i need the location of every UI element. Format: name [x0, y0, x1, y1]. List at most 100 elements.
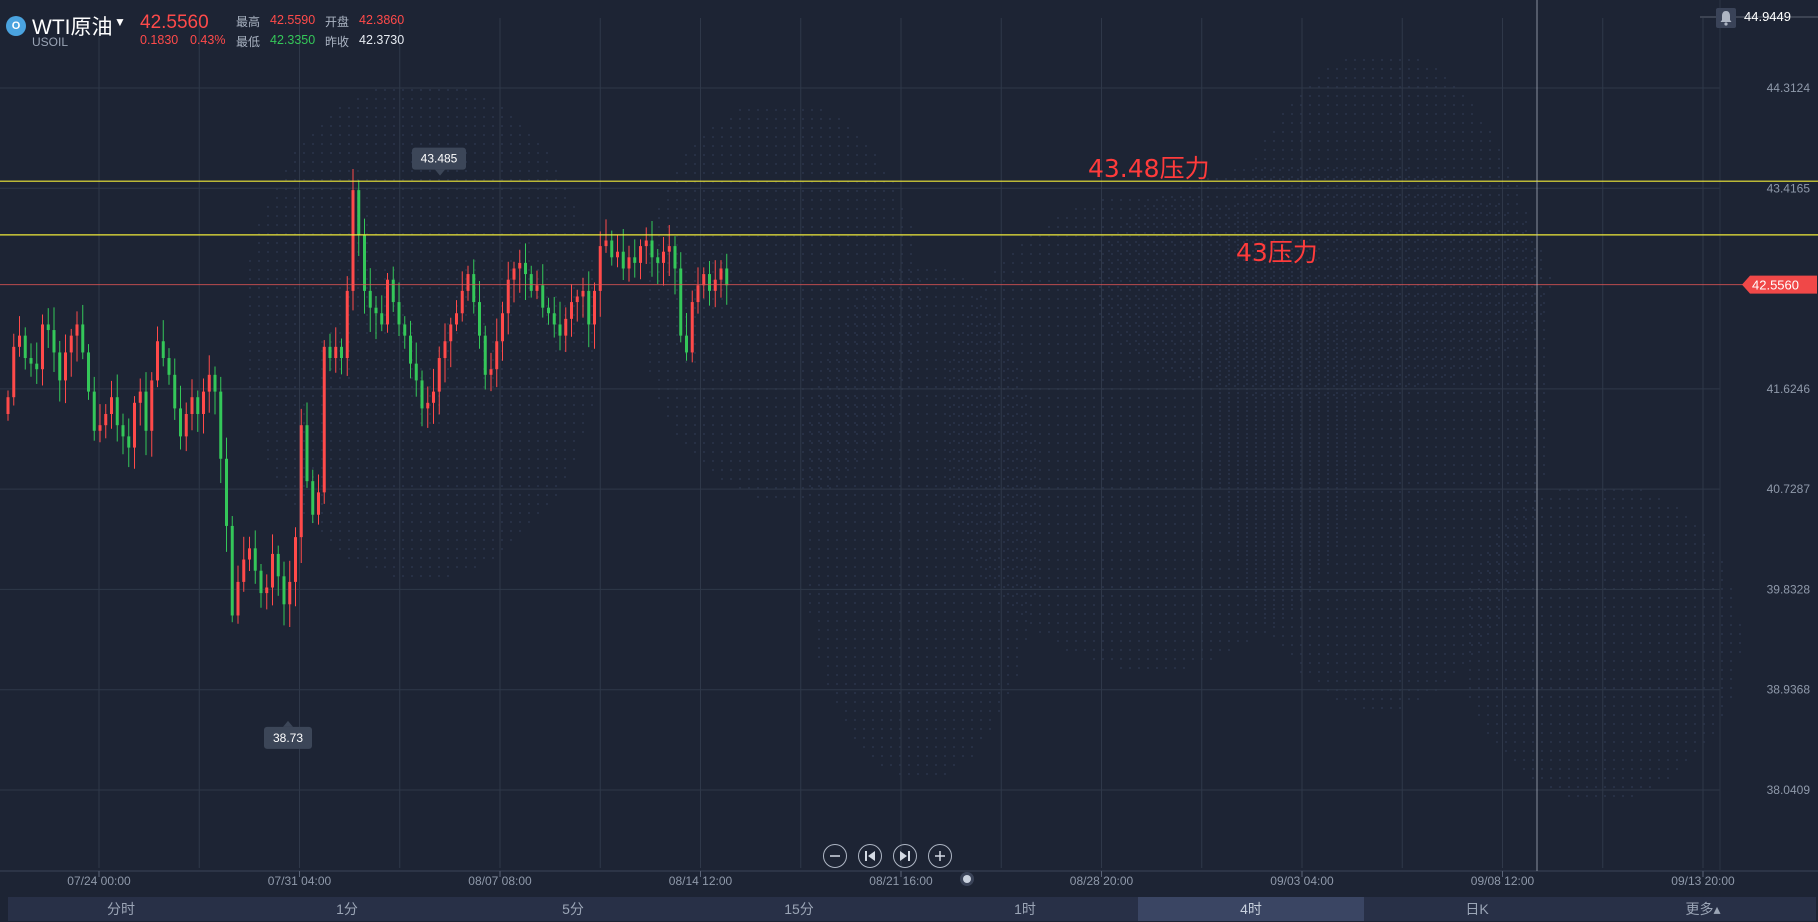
- candle-body: [12, 346, 16, 398]
- candle: [575, 289, 579, 322]
- candle: [541, 264, 545, 318]
- candle-body: [604, 240, 608, 247]
- candle: [150, 372, 154, 457]
- timeframe-tab[interactable]: 5分: [562, 901, 584, 917]
- candle-body: [633, 257, 637, 263]
- min-marker-pointer: [283, 720, 293, 727]
- candle-body: [616, 251, 619, 258]
- candle: [363, 218, 366, 314]
- candle-body: [363, 234, 366, 291]
- candle: [69, 328, 73, 377]
- candle-body: [144, 391, 148, 431]
- candle-body: [495, 341, 499, 370]
- candle-body: [409, 335, 412, 364]
- candle: [368, 268, 372, 332]
- candle: [667, 224, 671, 276]
- low-label: 最低: [236, 35, 261, 49]
- candle: [127, 418, 131, 468]
- symbol-name[interactable]: WTI原油: [32, 16, 113, 39]
- candle: [190, 379, 194, 431]
- high-value: 42.5590: [270, 13, 316, 27]
- skip-to-start-button[interactable]: [858, 844, 882, 868]
- candle-body: [75, 324, 79, 336]
- candle-body: [570, 302, 573, 319]
- alert-bell-button[interactable]: [1716, 8, 1736, 28]
- candle-body: [219, 391, 223, 459]
- candle: [696, 267, 700, 314]
- candle-body: [161, 341, 165, 359]
- timeframe-tab[interactable]: 15分: [784, 901, 814, 917]
- candle-body: [575, 296, 579, 303]
- candle-body: [138, 391, 142, 403]
- candle-body: [184, 413, 188, 437]
- candle: [242, 536, 246, 592]
- candle-body: [455, 313, 458, 325]
- candle: [299, 408, 303, 564]
- candle-body: [133, 402, 136, 448]
- timeframe-tab[interactable]: 更多▴: [1685, 901, 1721, 917]
- candle: [156, 326, 159, 388]
- zoom-out-button[interactable]: [823, 844, 847, 868]
- skip-back-icon: [865, 851, 875, 861]
- skip-to-end-button[interactable]: [893, 844, 917, 868]
- candle: [41, 314, 44, 386]
- candle-body: [276, 553, 280, 577]
- candle: [386, 272, 389, 333]
- chart-overlays: 43.48压力 43压力 42.5560 43.485 38.73: [0, 0, 1818, 886]
- candle-body: [29, 358, 33, 364]
- candle: [432, 368, 435, 424]
- x-tick-label: 08/07 08:00: [468, 874, 532, 888]
- open-value: 42.3860: [359, 13, 405, 27]
- candle: [627, 245, 631, 282]
- timeframe-tab[interactable]: 日K: [1465, 901, 1489, 917]
- candle-body: [719, 268, 723, 280]
- timeframe-tabs: 分时 1分 5分 15分 1时 4时 日K 更多▴: [8, 897, 1816, 921]
- candle: [483, 325, 487, 390]
- world-map-backdrop: [249, 59, 1741, 797]
- candle-body: [529, 274, 533, 291]
- candle: [207, 355, 211, 413]
- candle: [133, 396, 136, 469]
- price-change: 0.1830: [140, 33, 179, 47]
- candle: [558, 301, 562, 351]
- candle-body: [271, 553, 274, 588]
- candle: [460, 271, 464, 322]
- candle-body: [110, 397, 113, 414]
- candle: [259, 563, 263, 608]
- resistance-label-1: 43.48压力: [1088, 154, 1210, 183]
- y-tick-label: 44.3124: [1767, 81, 1811, 95]
- candle: [478, 280, 481, 349]
- low-value: 42.3350: [270, 33, 316, 47]
- candle: [271, 534, 274, 606]
- candle-body: [639, 246, 642, 263]
- candle-body: [403, 324, 407, 336]
- candle-body: [696, 285, 700, 303]
- timeframe-tab[interactable]: 分时: [107, 901, 135, 917]
- candle: [12, 333, 16, 406]
- timeframe-tab[interactable]: 1时: [1014, 901, 1036, 917]
- candle: [29, 343, 33, 377]
- timeframe-tab[interactable]: 1分: [336, 901, 358, 917]
- zoom-in-button[interactable]: [928, 844, 952, 868]
- candle-body: [236, 581, 240, 616]
- candle: [35, 342, 39, 384]
- candle: [64, 334, 67, 404]
- x-tick-label: 08/28 20:00: [1070, 874, 1134, 888]
- x-tick-label: 07/31 04:00: [268, 874, 332, 888]
- max-marker-box: [412, 147, 466, 170]
- candle: [524, 243, 527, 300]
- candle: [719, 260, 723, 298]
- candle: [662, 236, 665, 286]
- candle: [644, 227, 648, 265]
- timeframe-tab[interactable]: 4时: [1138, 897, 1364, 921]
- candle: [6, 390, 10, 421]
- candle-body: [725, 268, 729, 286]
- candle: [713, 260, 717, 308]
- candle: [305, 402, 309, 488]
- prev-close-value: 42.3730: [359, 33, 405, 47]
- symbol-dropdown-icon[interactable]: ▼: [114, 15, 126, 29]
- minus-icon: [830, 855, 840, 857]
- candle: [52, 307, 56, 372]
- candle-body: [311, 481, 315, 515]
